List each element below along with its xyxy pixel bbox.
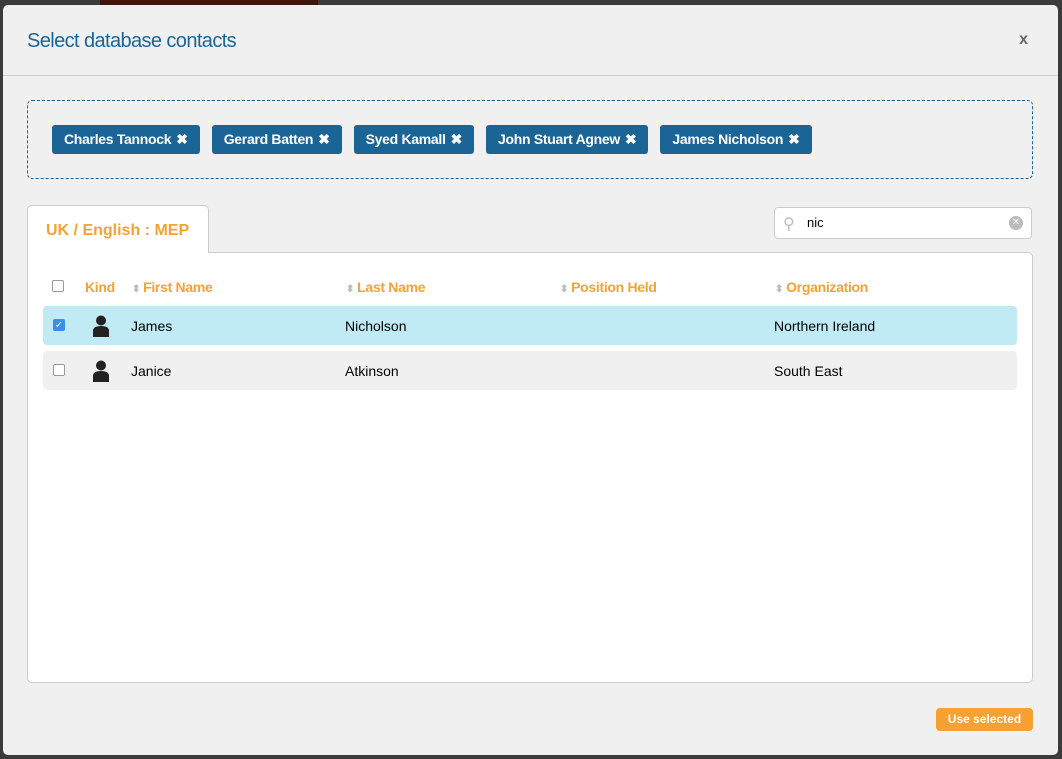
selected-contact-tag: Syed Kamall ✖: [353, 125, 475, 154]
first-name: James: [131, 318, 173, 334]
select-contacts-dialog: Select database contacts x Charles Tanno…: [3, 5, 1058, 755]
search-box: ⚲ ✕: [774, 207, 1032, 239]
header-organization[interactable]: ⬍ Organization: [775, 279, 869, 295]
search-icon: ⚲: [783, 216, 795, 233]
search-input[interactable]: [807, 215, 997, 230]
clear-search-icon[interactable]: ✕: [1009, 216, 1023, 230]
remove-tag-icon[interactable]: ✖: [176, 131, 188, 147]
table-row[interactable]: Janice Atkinson South East: [43, 351, 1017, 390]
table-row[interactable]: ✓ James Nicholson Northern Ireland: [43, 306, 1017, 345]
tab-uk-english-mep[interactable]: UK / English : MEP: [27, 205, 209, 253]
remove-tag-icon[interactable]: ✖: [318, 131, 330, 147]
tag-label: Gerard Batten: [223, 131, 314, 147]
use-selected-button[interactable]: Use selected: [936, 708, 1033, 731]
selected-contacts-box: Charles Tannock ✖ Gerard Batten ✖ Syed Kamal…: [27, 100, 1033, 179]
header-last-name[interactable]: ⬍ Last Name: [346, 279, 426, 295]
remove-tag-icon[interactable]: ✖: [624, 131, 637, 147]
tag-label: Syed Kamall: [365, 131, 446, 147]
remove-tag-icon[interactable]: ✖: [450, 131, 463, 147]
remove-tag-icon[interactable]: ✖: [788, 131, 800, 147]
sort-icon: ⬍: [346, 284, 355, 295]
person-icon: [93, 315, 109, 337]
selected-contact-tag: Gerard Batten ✖: [211, 125, 342, 154]
selected-contact-tag: John Stuart Agnew ✖: [486, 125, 649, 154]
selected-contact-tag: James Nicholson ✖: [660, 125, 812, 154]
tag-label: James Nicholson: [672, 131, 784, 147]
first-name: Janice: [131, 363, 172, 379]
selected-contact-tag: Charles Tannock ✖: [52, 125, 200, 154]
sort-icon: ⬍: [560, 284, 569, 295]
header-kind: Kind: [85, 279, 115, 295]
select-all-checkbox[interactable]: [52, 280, 64, 292]
organization: Northern Ireland: [774, 318, 876, 334]
divider: [3, 75, 1058, 76]
last-name: Nicholson: [345, 318, 407, 334]
sort-icon: ⬍: [132, 284, 141, 295]
tag-label: John Stuart Agnew: [498, 131, 620, 147]
person-icon: [93, 360, 109, 382]
tag-label: Charles Tannock: [64, 131, 172, 147]
header-position-held[interactable]: ⬍ Position Held: [560, 279, 657, 295]
contacts-table: Kind ⬍ First Name ⬍ Last Name ⬍ Position He…: [27, 252, 1033, 683]
close-button[interactable]: x: [1019, 31, 1028, 48]
background-strip: [100, 0, 318, 6]
row-checkbox[interactable]: ✓: [53, 319, 65, 331]
row-checkbox[interactable]: [53, 364, 65, 376]
last-name: Atkinson: [345, 363, 399, 379]
dialog-title: Select database contacts: [27, 30, 237, 52]
sort-icon: ⬍: [775, 284, 784, 295]
header-first-name[interactable]: ⬍ First Name: [132, 279, 213, 295]
organization: South East: [774, 363, 843, 379]
